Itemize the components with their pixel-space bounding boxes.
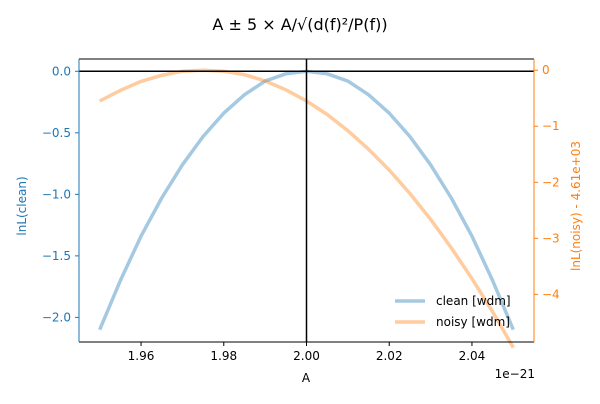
right-y-tick-label: 0 <box>542 63 550 77</box>
legend-label-noisy: noisy [wdm] <box>436 315 510 329</box>
right-y-axis-label: lnL(noisy) - 4.61e+03 <box>569 141 583 271</box>
x-tick-label: 2.02 <box>376 349 403 363</box>
left-y-tick-label: −1.5 <box>42 249 71 263</box>
right-y-tick-label: −4 <box>542 287 560 301</box>
left-y-tick-label: −2.0 <box>42 310 71 324</box>
left-y-tick-label: −0.5 <box>42 126 71 140</box>
x-axis-label: A <box>302 371 311 385</box>
left-y-axis-label: lnL(clean) <box>15 176 29 235</box>
x-axis-offset-label: 1e−21 <box>495 367 535 381</box>
left-y-tick-label: −1.0 <box>42 187 71 201</box>
x-tick-label: 2.04 <box>459 349 486 363</box>
x-tick-label: 1.98 <box>210 349 237 363</box>
left-y-tick-label: 0.0 <box>52 64 71 78</box>
x-tick-label: 2.00 <box>293 349 320 363</box>
right-y-tick-label: −1 <box>542 119 560 133</box>
legend-label-clean: clean [wdm] <box>436 294 511 308</box>
chart-title: A ± 5 × A/√(d(f)²/P(f)) <box>212 15 387 34</box>
right-y-tick-label: −2 <box>542 175 560 189</box>
x-tick-label: 1.96 <box>128 349 155 363</box>
right-y-tick-label: −3 <box>542 231 560 245</box>
